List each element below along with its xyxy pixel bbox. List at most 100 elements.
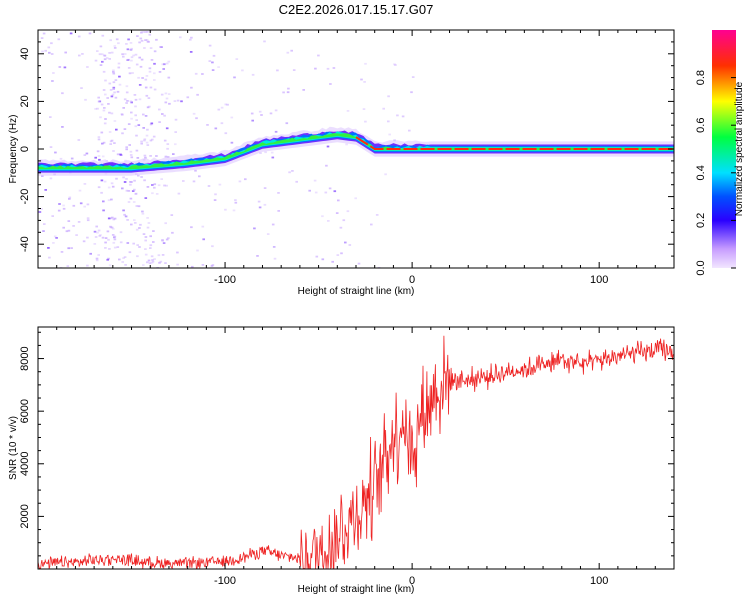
noise-speck [116,153,120,156]
noise-speck [337,199,340,202]
noise-speck [126,242,130,244]
noise-speck [98,235,102,237]
noise-speck [148,105,151,108]
noise-speck [251,119,254,122]
noise-speck [97,186,101,189]
noise-speck [113,120,117,122]
noise-speck [62,207,66,210]
snr-series [38,335,674,569]
noise-speck [109,39,112,42]
noise-speck [387,120,390,123]
noise-speck [315,255,319,258]
noise-speck [49,146,53,148]
noise-speck [244,178,247,181]
noise-speck [130,59,133,62]
noise-speck [150,122,154,125]
noise-speck [230,141,234,144]
noise-speck [101,236,105,239]
colorbar: 0.0 0.2 0.4 0.6 0.8 Normalized spectral ampl… [695,30,745,276]
noise-speck [112,227,115,230]
noise-speck [130,156,134,159]
noise-speck [86,264,89,267]
noise-speck [40,208,43,210]
noise-speck [132,201,136,203]
noise-speck [131,190,135,192]
noise-speck [145,141,149,144]
noise-speck [149,86,153,89]
noise-speck [164,222,167,225]
noise-speck [122,55,125,58]
noise-speck [191,265,194,268]
noise-speck [217,108,221,111]
noise-speck [336,254,340,256]
noise-speck [129,154,133,156]
noise-speck [63,66,67,69]
noise-speck [109,217,113,220]
noise-speck [138,227,141,229]
noise-speck [77,221,81,223]
noise-speck [101,155,105,158]
noise-speck [260,114,263,116]
noise-speck [144,236,148,238]
noise-speck [124,264,127,266]
noise-speck [108,82,112,85]
noise-speck [153,72,156,75]
noise-speck [132,54,135,57]
noise-speck [96,231,99,234]
noise-speck [123,213,126,216]
noise-speck [150,59,154,61]
noise-speck [108,111,111,114]
noise-speck [97,229,101,232]
noise-speck [253,227,256,230]
noise-speck [140,140,143,143]
ridge-band [38,131,674,171]
noise-speck [272,246,276,248]
noise-speck [62,204,65,207]
noise-speck [148,33,152,36]
noise-speck [360,78,363,81]
noise-speck [384,173,387,176]
noise-speck [129,100,133,103]
noise-speck [339,226,343,229]
noise-speck [285,122,289,125]
noise-speck [153,183,157,186]
noise-speck [346,110,350,112]
noise-speck [233,76,236,79]
noise-speck [148,262,152,265]
noise-speck [67,247,70,250]
noise-speck [292,69,296,71]
noise-speck [134,98,138,101]
noise-speck [202,238,205,241]
noise-speck [333,190,337,193]
noise-speck [42,230,45,232]
y-tick-label: 4000 [19,452,31,476]
noise-speck [119,153,122,156]
noise-speck [121,53,124,56]
noise-speck [157,254,161,257]
noise-speck [152,230,155,232]
noise-speck [113,236,116,239]
noise-speck [149,235,152,238]
colorbar-tick-label: 0.6 [695,118,707,133]
noise-speck [151,260,155,263]
noise-speck [153,62,156,65]
noise-speck [144,239,147,242]
noise-speck [107,217,111,220]
noise-speck [214,193,217,196]
noise-speck [140,176,143,178]
noise-speck [93,243,97,245]
noise-speck [332,67,336,69]
noise-speck [107,238,110,241]
noise-speck [133,179,136,182]
noise-speck [144,115,148,117]
noise-speck [161,63,165,66]
noise-speck [125,189,129,192]
noise-speck [129,197,133,200]
noise-speck [135,228,139,231]
noise-speck [317,54,320,57]
noise-speck [94,59,98,62]
snr-y-label: SNR (10 * v/v) [8,416,19,480]
noise-speck [126,100,129,102]
noise-speck [136,255,139,258]
noise-speck [42,32,46,35]
